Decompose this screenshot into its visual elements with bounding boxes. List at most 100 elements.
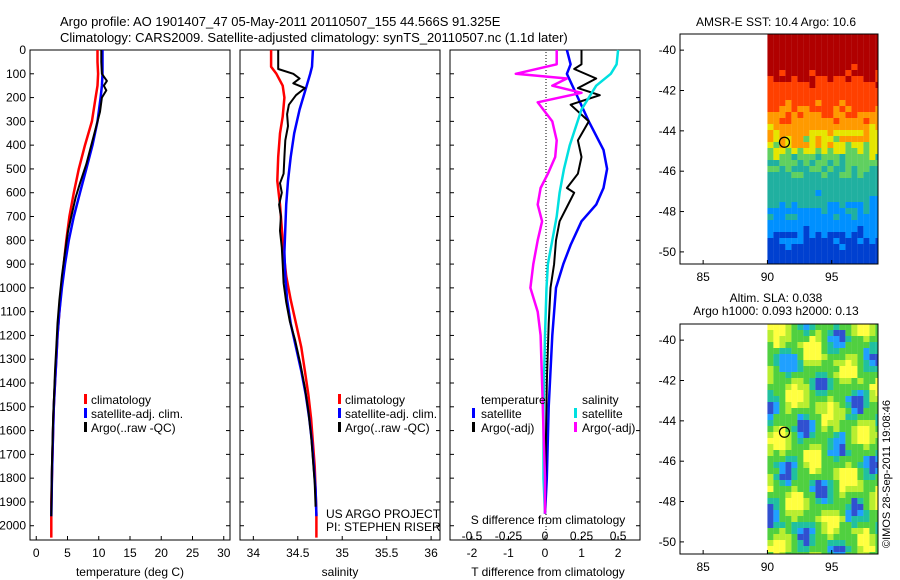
- map-cell: [797, 112, 804, 118]
- map-cell: [779, 486, 786, 492]
- map-cell: [851, 474, 858, 480]
- map-cell: [791, 184, 798, 190]
- map-cell: [767, 426, 774, 432]
- map-cell: [863, 124, 870, 130]
- map-cell: [845, 112, 852, 118]
- map-cell: [875, 46, 878, 52]
- map-cell: [863, 492, 870, 498]
- map-cell: [815, 46, 822, 52]
- map-cell: [875, 262, 878, 264]
- map-cell: [851, 94, 858, 100]
- map-cell: [815, 366, 822, 372]
- legend-label-s-argo: Argo(-adj): [582, 421, 635, 435]
- map-cell: [833, 348, 840, 354]
- map-cell: [815, 444, 822, 450]
- map-cell: [821, 540, 828, 546]
- map-cell: [791, 52, 798, 58]
- map-cell: [815, 64, 822, 70]
- map-cell: [851, 528, 858, 534]
- map-cell: [875, 402, 878, 408]
- map-cell: [863, 408, 870, 414]
- map-cell: [809, 504, 816, 510]
- map-cell: [815, 456, 822, 462]
- map-cell: [845, 250, 852, 256]
- map-frame: [679, 323, 879, 555]
- map-cell: [785, 262, 792, 264]
- map-cell: [791, 226, 798, 232]
- map-cell: [827, 360, 834, 366]
- map-cell: [821, 34, 828, 40]
- map-cell: [857, 456, 864, 462]
- map-cell: [767, 214, 774, 220]
- map-cell: [863, 378, 870, 384]
- map-cell: [797, 70, 804, 76]
- map-cell: [875, 546, 878, 552]
- map-cell: [809, 196, 816, 202]
- map-cell: [821, 474, 828, 480]
- map-cell: [809, 154, 816, 160]
- map-cell: [827, 336, 834, 342]
- map-cell: [803, 70, 810, 76]
- map-cell: [827, 172, 834, 178]
- map-cell: [773, 100, 780, 106]
- map-cell: [839, 420, 846, 426]
- map-cell: [857, 118, 864, 124]
- map-cell: [857, 184, 864, 190]
- map-cell: [821, 214, 828, 220]
- difference-axes: -2 -1 0 1 2: [450, 49, 640, 560]
- map-cell: [839, 348, 846, 354]
- map-cell: [821, 142, 828, 148]
- map-cell: [869, 46, 876, 52]
- map-cell: [797, 324, 804, 330]
- map-cell: [821, 184, 828, 190]
- map-cell: [773, 354, 780, 360]
- map-cell: [839, 64, 846, 70]
- map-cell: [779, 408, 786, 414]
- map-cell: [773, 348, 780, 354]
- map-cell: [845, 366, 852, 372]
- map-cell: [863, 510, 870, 516]
- map-cell: [851, 70, 858, 76]
- map-cell: [809, 52, 816, 58]
- map-cell: [785, 130, 792, 136]
- map-cell: [833, 112, 840, 118]
- map-cell: [875, 214, 878, 220]
- map-cell: [863, 336, 870, 342]
- map-cell: [863, 462, 870, 468]
- map-cell: [833, 480, 840, 486]
- map-cell: [869, 504, 876, 510]
- map-cell: [803, 166, 810, 172]
- map-cell: [875, 474, 878, 480]
- map-cell: [767, 148, 774, 154]
- map-cell: [815, 492, 822, 498]
- map-cell: [845, 52, 852, 58]
- map-cell: [815, 432, 822, 438]
- map-cell: [791, 366, 798, 372]
- map-cell: [851, 178, 858, 184]
- map-cell: [773, 58, 780, 64]
- map-cell: [875, 88, 878, 94]
- map-cell: [839, 100, 846, 106]
- map-cell: [773, 456, 780, 462]
- map-cell: [785, 396, 792, 402]
- map-cell: [767, 480, 774, 486]
- map-cell: [875, 468, 878, 474]
- map-cell: [815, 396, 822, 402]
- map-cell: [833, 106, 840, 112]
- map-cell: [767, 516, 774, 522]
- map-cell: [863, 250, 870, 256]
- map-cell: [791, 348, 798, 354]
- map-cell: [821, 498, 828, 504]
- map-cell: [803, 534, 810, 540]
- map-cell: [863, 498, 870, 504]
- map-cell: [791, 244, 798, 250]
- y-tick-label: 500: [6, 162, 26, 176]
- map-cell: [851, 402, 858, 408]
- map-cell: [821, 136, 828, 142]
- map-cell: [767, 366, 774, 372]
- map-cell: [827, 136, 834, 142]
- map-cell: [833, 160, 840, 166]
- map-cell: [875, 420, 878, 426]
- map-cell: [791, 504, 798, 510]
- map-cell: [827, 208, 834, 214]
